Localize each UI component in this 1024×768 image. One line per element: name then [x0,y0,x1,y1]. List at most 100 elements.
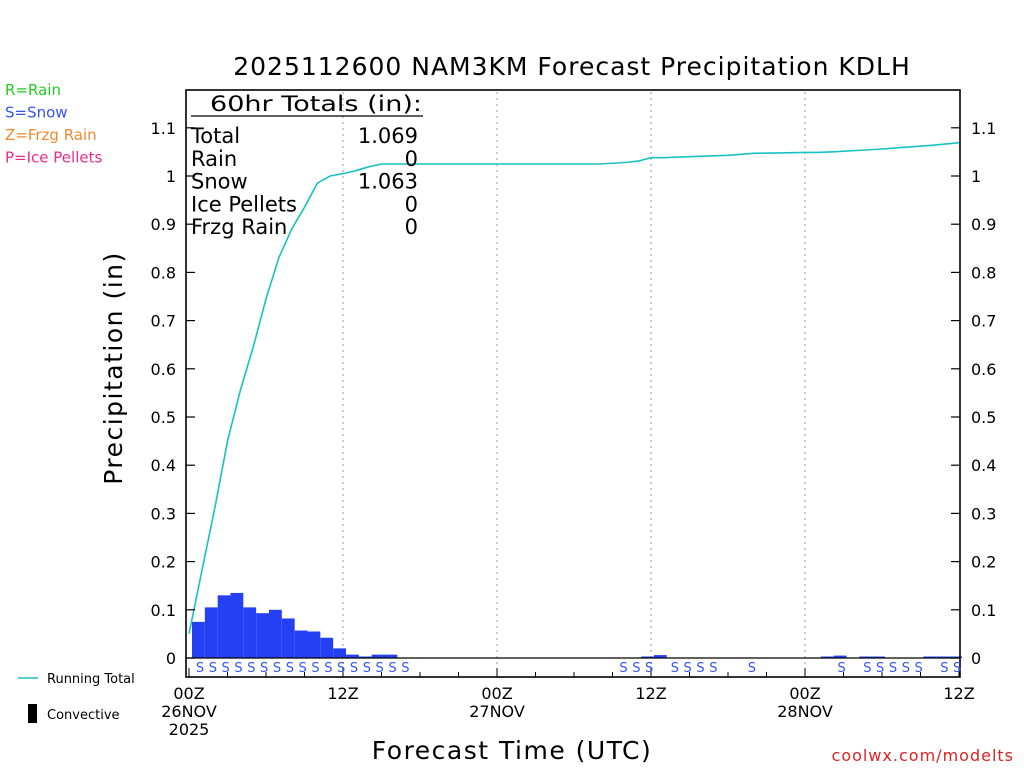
ptype-marker: S [337,661,345,676]
x-axis-label: Forecast Time (UTC) [372,736,652,765]
ptype-marker: S [324,661,332,676]
y-tick-label-right: 0 [971,649,981,668]
x-tick-label: 00Z [481,684,512,703]
precip-bar [320,637,334,658]
totals-row-value: 1.069 [358,124,418,148]
plot-frame [185,89,961,678]
precip-bar [949,656,962,658]
precip-bar [384,654,398,658]
y-tick-label-right: 0.5 [971,408,996,427]
y-tick-label-left: 0.9 [151,215,176,234]
chart-title: 2025112600 NAM3KM Forecast Precipitation… [233,52,911,81]
ptype-marker: S [748,661,756,676]
precip-bar [192,621,205,658]
precip-bar [243,607,257,658]
ptype-marker: S [940,661,948,676]
convective-legend-label: Convective [47,708,120,723]
precip-bar [859,656,873,658]
x-tick-label: 28NOV [777,702,833,721]
ptype-marker: S [619,661,627,676]
y-tick-label-left: 0.6 [151,360,176,379]
x-tick-label: 00Z [173,684,204,703]
running-total-legend-label: Running Total [47,672,135,687]
totals-row-value: 0 [405,192,418,216]
x-tick-label: 27NOV [469,702,525,721]
ptype-marker: S [196,661,204,676]
precip-bars [192,592,962,658]
running-total-line [188,141,960,635]
x-tick-label: 26NOV [161,702,217,721]
ptype-marker: S [902,661,910,676]
ptype-marker: S [696,661,704,676]
totals-row-value: 0 [405,147,418,171]
precip-bar [872,656,885,658]
ptype-marker: S [260,661,268,676]
ptype-marker: S [350,661,358,676]
ptype-marker: S [401,661,409,676]
ptype-marker: S [299,661,307,676]
precip-bar [333,648,346,658]
ptype-marker: S [286,661,294,676]
y-axis-label: Precipitation (in) [99,251,128,485]
precip-bar [923,656,937,658]
y-tick-label-left: 0.5 [151,408,176,427]
y-tick-label-right: 0.6 [971,360,996,379]
precip-bar [820,656,834,658]
y-tick-label-right: 0.3 [971,504,996,523]
precip-bar [281,618,295,658]
ptype-marker: S [645,661,653,676]
ptype-marker: S [388,661,396,676]
y-tick-label-right: 0.9 [971,215,996,234]
ptype-legend-item: Z=Frzg Rain [5,126,97,144]
ptype-marker: S [915,661,923,676]
x-tick-label: 12Z [943,684,974,703]
ptype-marker: S [671,661,679,676]
totals-row-label: Snow [191,170,248,194]
ptype-marker: S [863,661,871,676]
y-tick-label-right: 1 [971,167,981,186]
y-axis-right: 0 0.1 0.2 0.3 0.4 0.5 0.6 0.7 0.8 0.9 1 1.1 [951,119,996,668]
x-tick-label: 12Z [327,684,358,703]
y-tick-label-right: 0.1 [971,601,996,620]
ptype-marker: S [684,661,692,676]
ptype-marker: S [363,661,371,676]
x-tick-label: 12Z [635,684,666,703]
y-tick-label-right: 0.7 [971,312,996,331]
precip-bar [641,656,654,658]
precip-bar [346,654,359,658]
y-tick-label-left: 0.1 [151,601,176,620]
bottom-legend: Running Total Convective [18,672,135,723]
precip-bar [833,655,847,658]
precip-bar [230,592,244,658]
y-tick-label-left: 1 [166,167,176,186]
ptype-legend-item: P=Ice Pellets [5,149,102,167]
y-tick-label-left: 1.1 [151,119,176,138]
y-tick-label-left: 0 [166,649,176,668]
ptype-marker: S [376,661,384,676]
precip-bar [204,607,218,658]
totals-row-label: Ice Pellets [191,192,297,216]
y-axis-left: 0 0.1 0.2 0.3 0.4 0.5 0.6 0.7 0.8 0.9 1 1.1 [151,119,195,668]
precip-bar [936,656,950,658]
ptype-marker: S [273,661,281,676]
totals-row-label: Frzg Rain [191,215,287,239]
y-tick-label-left: 0.8 [151,263,176,282]
ptype-marker: S [234,661,242,676]
totals-row-value: 1.063 [358,170,418,194]
ptype-marker: S [876,661,884,676]
totals-row-value: 0 [405,215,418,239]
y-tick-label-right: 0.4 [971,456,996,475]
precip-bar [294,630,308,658]
ptype-legend-item: R=Rain [5,81,61,99]
precip-bar [269,609,282,658]
ptype-marker: S [838,661,846,676]
totals-row-label: Total [190,124,240,148]
ptype-marker: S [222,661,230,676]
gridlines [342,92,806,676]
x-tick-label: 2025 [169,720,210,739]
ptype-marker: S [247,661,255,676]
